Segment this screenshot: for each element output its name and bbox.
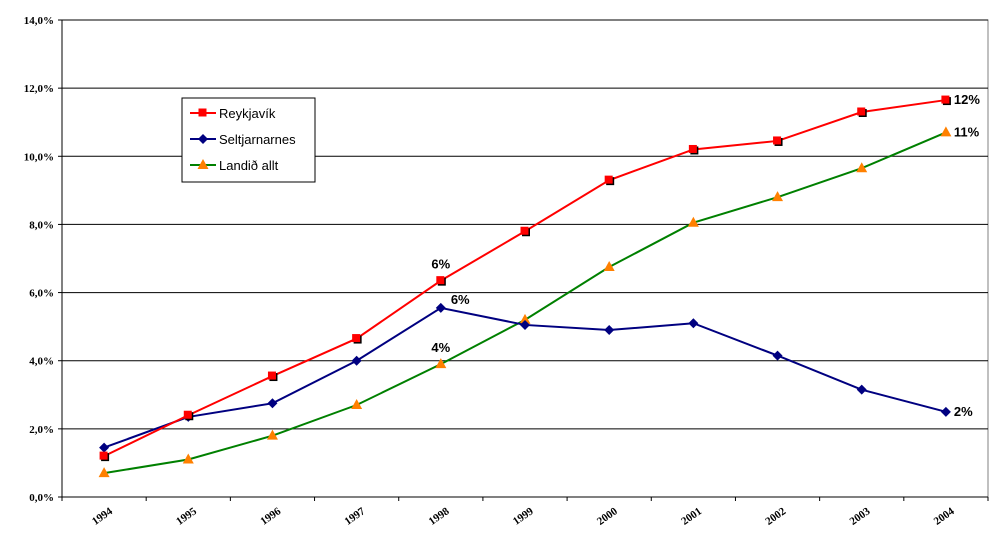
- point-reykjav-k: [604, 175, 613, 184]
- x-tick-label: 2002: [763, 505, 788, 528]
- legend-label-reykjav-k: Reykjavík: [219, 106, 276, 121]
- x-tick-label: 2003: [848, 505, 873, 528]
- x-tick-label: 2000: [595, 505, 620, 528]
- x-axis: 1994 1995 1996 1997 1998 1999 2000 2001 2002 2003…: [61, 496, 989, 528]
- data-label: 11%: [954, 124, 980, 139]
- point-reykjav-k: [773, 136, 782, 145]
- legend-marker-seltjarnarnes: [198, 134, 208, 144]
- x-tick-label: 2004: [932, 505, 957, 528]
- x-tick-label: 1995: [174, 505, 199, 528]
- y-tick-label: 4,0%: [29, 356, 54, 368]
- point-reykjav-k: [688, 144, 697, 153]
- point-reykjav-k: [941, 95, 950, 104]
- point-reykjav-k: [520, 226, 529, 235]
- point-landi-allt: [772, 191, 784, 202]
- legend-marker-reykjav-k: [198, 108, 207, 117]
- legend-marker-landi-allt: [197, 159, 209, 169]
- gridlines: [61, 19, 989, 498]
- point-reykjav-k: [436, 276, 445, 285]
- y-tick-label: 6,0%: [29, 288, 54, 300]
- data-label: 6%: [431, 257, 450, 272]
- point-seltjarnarnes: [520, 319, 530, 330]
- legend: Reykjavík Seltjarnarnes Landið allt: [181, 97, 316, 183]
- data-label: 4%: [431, 340, 450, 355]
- y-tick-label: 12,0%: [24, 83, 54, 95]
- data-labels: 6% 12% 6% 2% 4% 11%: [431, 92, 980, 419]
- point-landi-allt: [435, 358, 447, 369]
- x-tick-label: 1998: [427, 505, 452, 528]
- point-reykjav-k: [267, 371, 276, 380]
- series-group: [98, 95, 952, 478]
- legend-label-seltjarnarnes: Seltjarnarnes: [219, 132, 296, 147]
- legend-label-landi-allt: Landið allt: [219, 158, 279, 173]
- point-landi-allt: [687, 216, 699, 227]
- point-landi-allt: [98, 467, 110, 478]
- y-tick-label: 2,0%: [29, 424, 54, 436]
- point-seltjarnarnes: [267, 398, 278, 409]
- point-seltjarnarnes: [435, 302, 446, 313]
- y-tick-label: 8,0%: [29, 219, 54, 231]
- point-seltjarnarnes: [856, 384, 867, 395]
- y-axis: 0,0% 2,0% 4,0% 6,0% 8,0% 10,0% 12,0% 14,0%: [24, 15, 63, 504]
- point-reykjav-k: [352, 334, 361, 343]
- point-seltjarnarnes: [351, 355, 362, 366]
- point-seltjarnarnes: [940, 406, 951, 417]
- point-landi-allt: [351, 399, 363, 410]
- point-landi-allt: [603, 261, 615, 272]
- x-tick-label: 1997: [342, 505, 367, 528]
- series-line-landi-allt: [103, 131, 947, 475]
- point-landi-allt: [182, 453, 194, 464]
- point-reykjav-k: [99, 451, 108, 460]
- y-tick-label: 0,0%: [29, 492, 54, 504]
- data-label: 12%: [954, 92, 980, 107]
- x-tick-label: 1996: [258, 505, 283, 528]
- point-reykjav-k: [857, 107, 866, 116]
- point-landi-allt: [519, 313, 531, 324]
- x-tick-label: 1999: [511, 505, 536, 528]
- point-seltjarnarnes: [772, 350, 783, 361]
- plot-frame: [61, 19, 989, 498]
- point-reykjav-k: [183, 410, 192, 419]
- point-seltjarnarnes: [688, 318, 699, 329]
- x-tick-label: 2001: [679, 505, 704, 527]
- point-landi-allt: [940, 126, 952, 137]
- y-tick-label: 14,0%: [24, 15, 54, 27]
- point-seltjarnarnes: [99, 442, 110, 453]
- point-landi-allt: [856, 162, 868, 173]
- data-label: 2%: [954, 404, 973, 419]
- data-label: 6%: [451, 292, 470, 307]
- y-tick-label: 10,0%: [24, 151, 54, 163]
- x-tick-label: 1994: [90, 505, 115, 528]
- point-landi-allt: [266, 429, 278, 440]
- point-seltjarnarnes: [604, 325, 615, 336]
